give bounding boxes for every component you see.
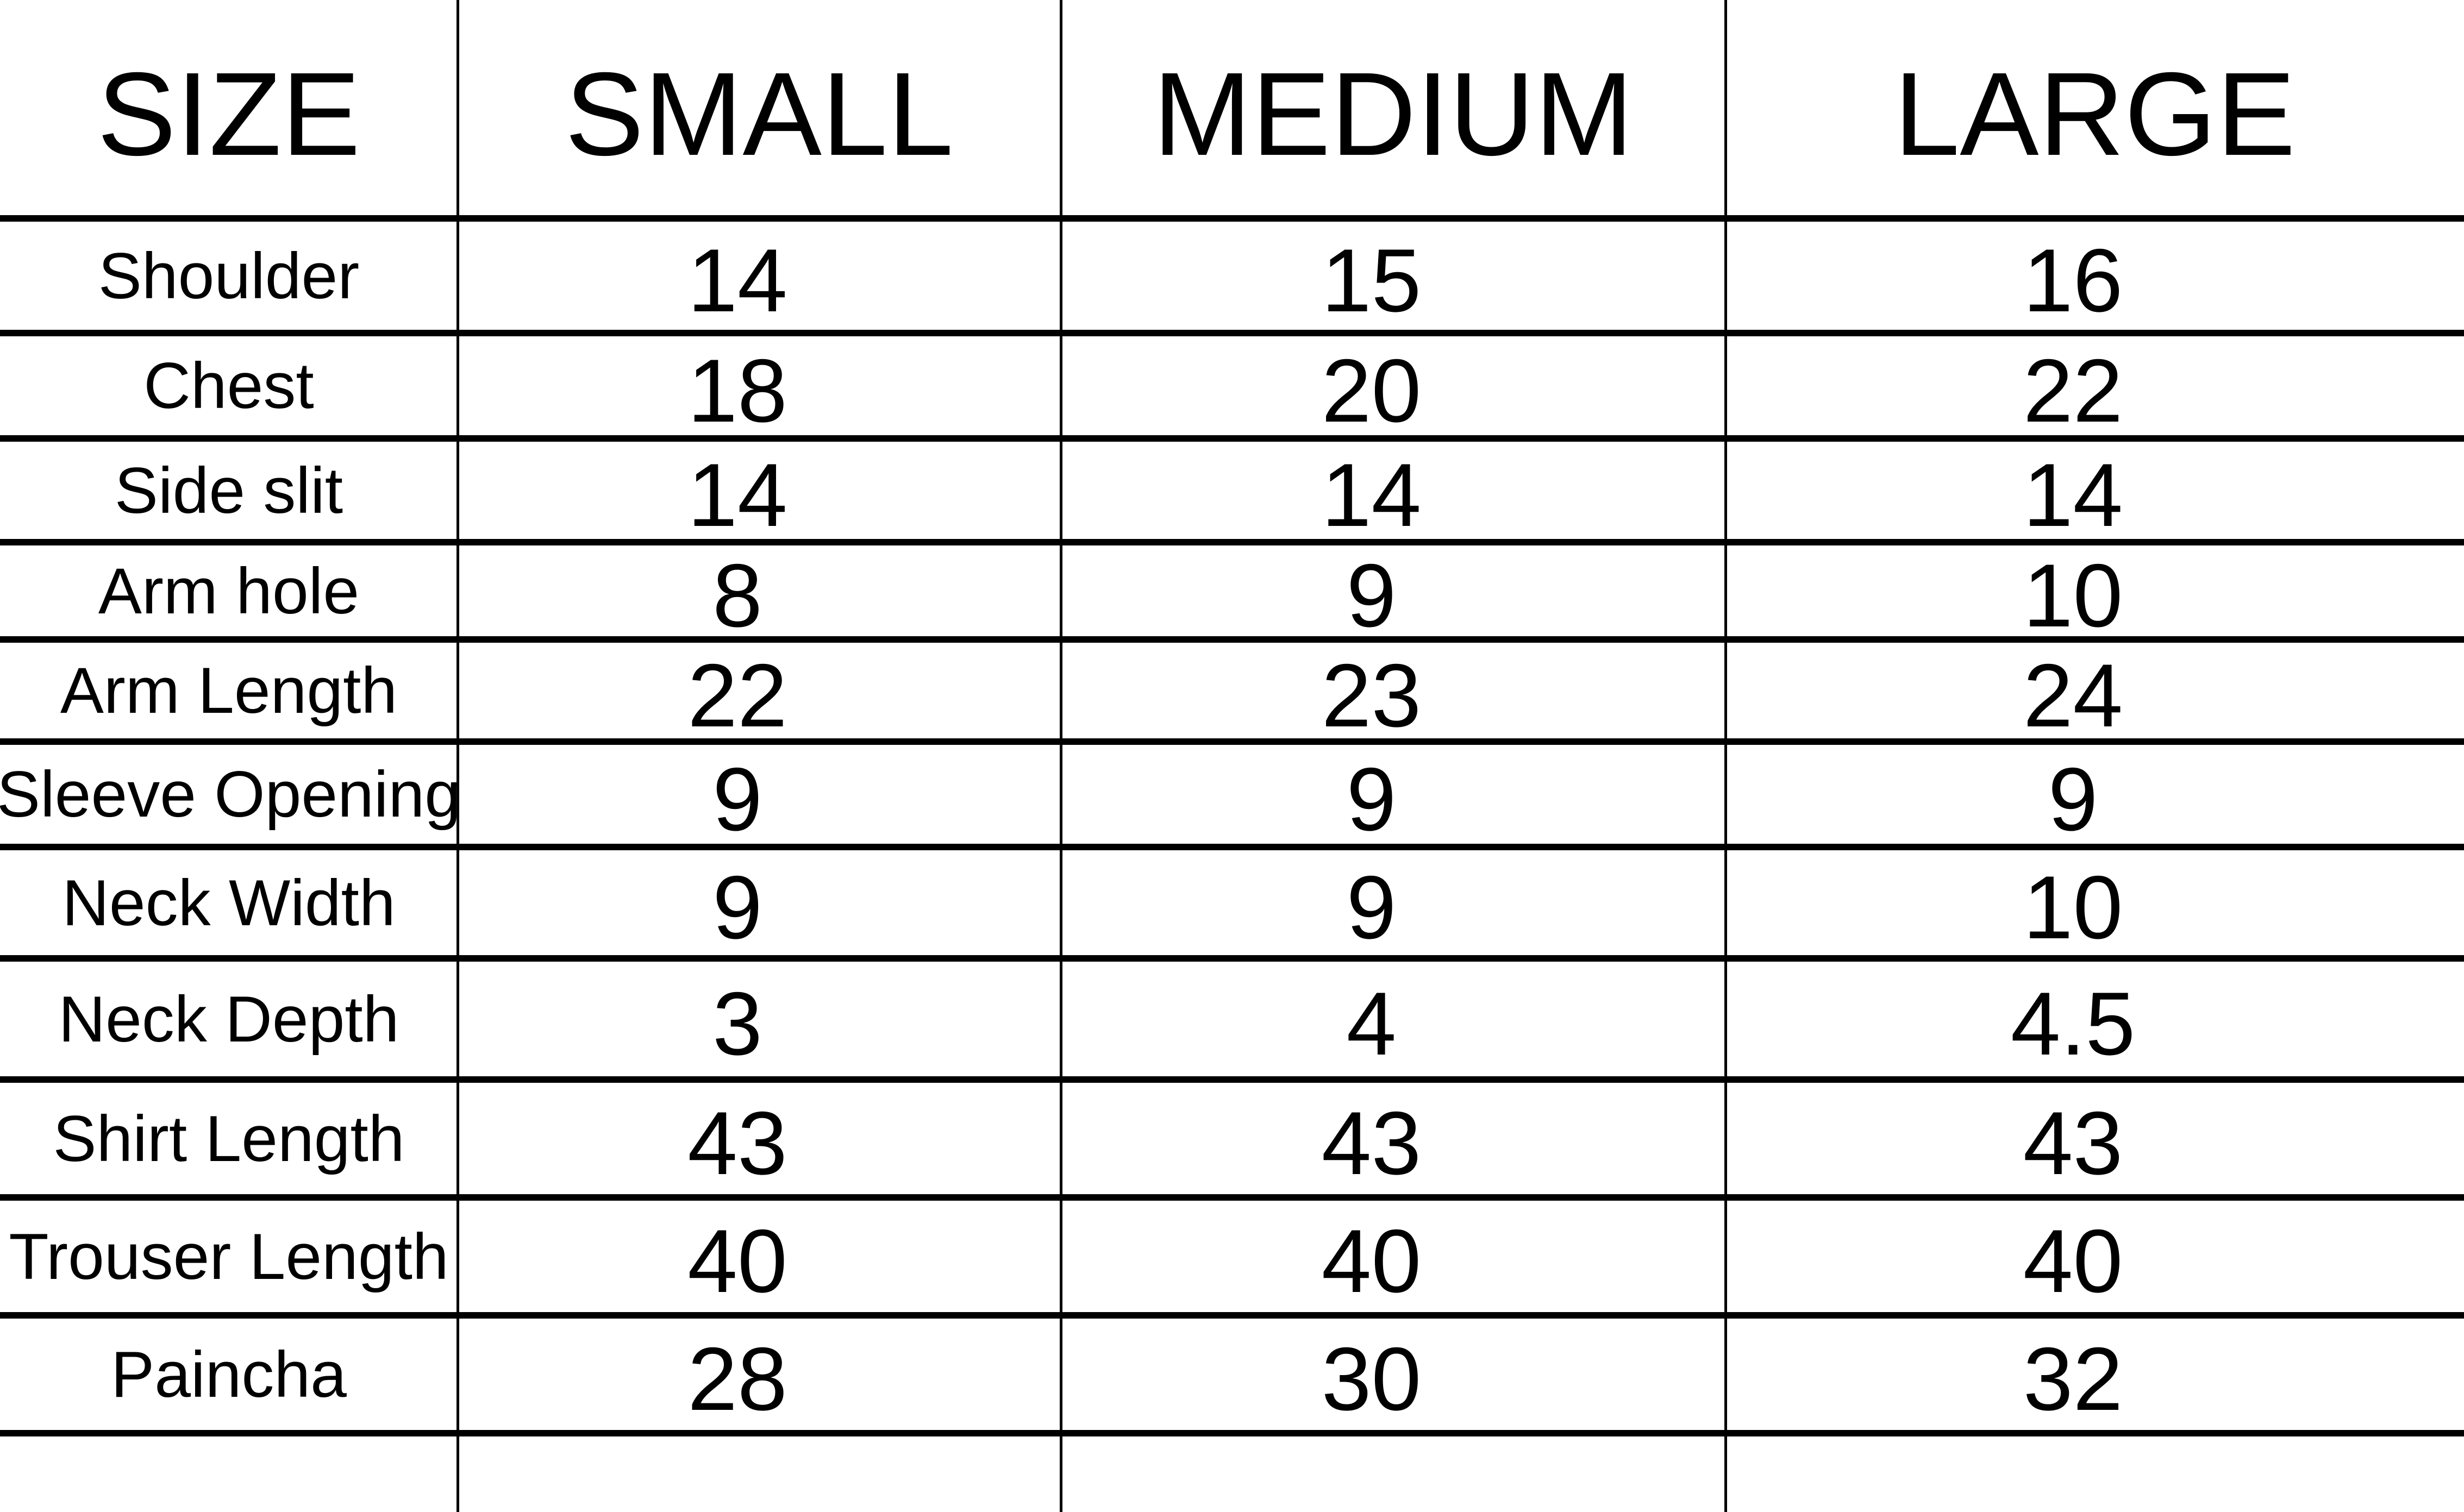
- measurement-value: 15: [1321, 230, 1422, 330]
- measurement-value: 9: [2048, 749, 2098, 849]
- measurement-value: 22: [2023, 340, 2123, 441]
- column-header: SIZE: [97, 48, 361, 180]
- measurement-value: 40: [687, 1211, 787, 1311]
- measurement-value: 22: [687, 645, 787, 745]
- measurement-value: 9: [1346, 857, 1397, 957]
- row-label: Side slit: [114, 454, 343, 527]
- measurement-value: 43: [2023, 1093, 2123, 1193]
- row-divider: [0, 1076, 2464, 1083]
- measurement-value: 14: [1321, 445, 1422, 545]
- measurement-value: 18: [687, 340, 787, 441]
- column-header: MEDIUM: [1153, 48, 1634, 180]
- row-divider: [0, 330, 2464, 336]
- row-label: Chest: [143, 349, 314, 422]
- row-label: Neck Width: [62, 866, 396, 939]
- measurement-value: 23: [1321, 645, 1422, 745]
- row-divider: [0, 1430, 2464, 1436]
- measurement-value: 16: [2023, 230, 2123, 330]
- row-divider: [0, 636, 2464, 643]
- column-divider: [1724, 0, 1727, 1512]
- row-divider: [0, 215, 2464, 222]
- row-label: Arm hole: [98, 554, 360, 628]
- row-label: Sleeve Opening: [0, 758, 461, 831]
- measurement-value: 9: [1346, 749, 1397, 849]
- measurement-value: 10: [2023, 857, 2123, 957]
- measurement-value: 43: [1321, 1093, 1422, 1193]
- row-label: Paincha: [111, 1338, 347, 1411]
- row-divider: [0, 1312, 2464, 1319]
- column-header: LARGE: [1893, 48, 2296, 180]
- column-header: SMALL: [565, 48, 954, 180]
- row-label: Arm Length: [60, 654, 398, 727]
- measurement-value: 9: [1346, 545, 1397, 645]
- measurement-value: 14: [687, 230, 787, 330]
- row-divider: [0, 1194, 2464, 1201]
- row-label: Shirt Length: [53, 1102, 405, 1175]
- row-divider: [0, 539, 2464, 545]
- row-label: Shoulder: [98, 239, 360, 312]
- row-label: Trouser Length: [9, 1220, 449, 1293]
- row-divider: [0, 435, 2464, 442]
- measurement-value: 4.5: [2010, 974, 2136, 1074]
- measurement-value: 40: [2023, 1211, 2123, 1311]
- measurement-value: 40: [1321, 1211, 1422, 1311]
- measurement-value: 14: [2023, 445, 2123, 545]
- measurement-value: 4: [1346, 974, 1397, 1074]
- measurement-value: 9: [712, 857, 762, 957]
- measurement-value: 20: [1321, 340, 1422, 441]
- row-divider: [0, 738, 2464, 745]
- measurement-value: 32: [2023, 1329, 2123, 1429]
- row-divider: [0, 844, 2464, 850]
- measurement-value: 30: [1321, 1329, 1422, 1429]
- row-divider: [0, 955, 2464, 962]
- measurement-value: 10: [2023, 545, 2123, 645]
- column-divider: [1060, 0, 1062, 1512]
- measurement-value: 24: [2023, 645, 2123, 745]
- measurement-value: 3: [712, 974, 762, 1074]
- measurement-value: 14: [687, 445, 787, 545]
- column-divider: [456, 0, 459, 1512]
- measurement-value: 9: [712, 749, 762, 849]
- measurement-value: 43: [687, 1093, 787, 1193]
- measurement-value: 28: [687, 1329, 787, 1429]
- measurement-value: 8: [712, 545, 762, 645]
- row-label: Neck Depth: [58, 982, 399, 1056]
